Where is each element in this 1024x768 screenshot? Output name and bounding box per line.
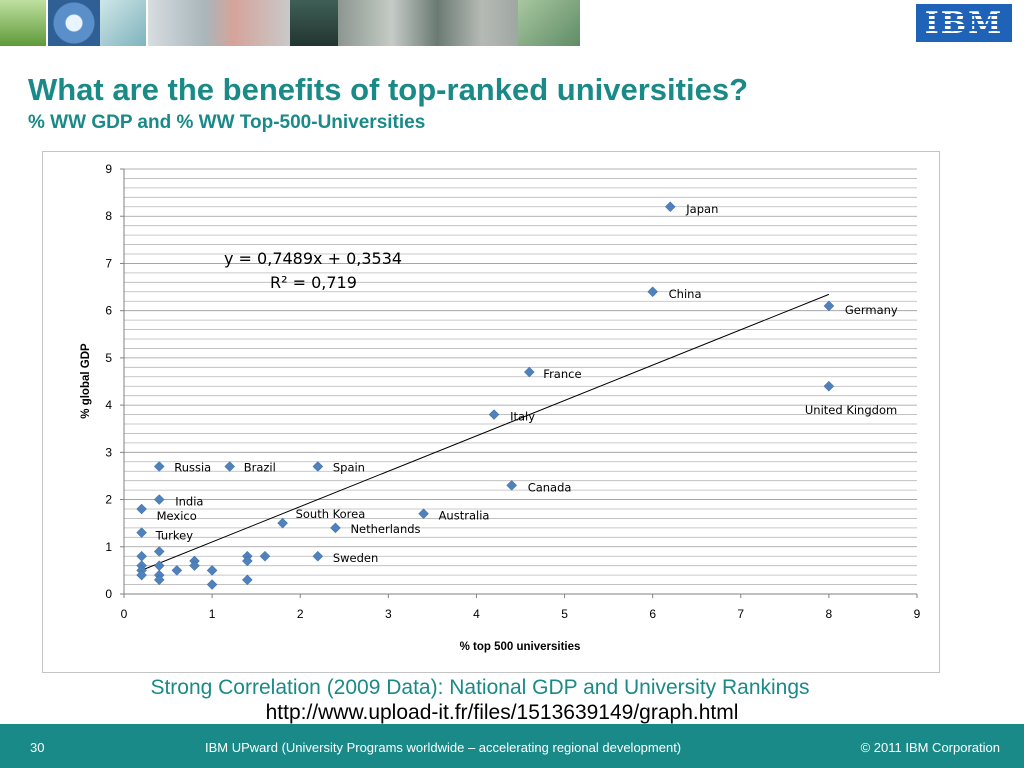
circuit-image <box>100 0 146 46</box>
y-tick-label: 6 <box>105 304 112 318</box>
point-label: Italy <box>510 410 535 424</box>
data-point-marker <box>330 522 341 534</box>
caption: Strong Correlation (2009 Data): National… <box>150 676 810 699</box>
point-label: India <box>175 495 203 509</box>
y-tick-label: 0 <box>105 587 112 601</box>
x-axis-title: % top 500 universities <box>460 641 581 653</box>
data-point-marker <box>823 380 835 392</box>
data-point-marker <box>136 503 147 515</box>
data-point-marker <box>171 565 183 576</box>
data-point-marker <box>206 579 218 590</box>
ibm-logo-text: IBM <box>924 5 1004 41</box>
data-point-marker <box>242 555 253 567</box>
aerial-image <box>338 0 518 46</box>
scatter-chart: 0 1 2 3 4 5 6 7 8 9 0 1 2 3 4 5 6 7 8 9 Japan China Germany Fr… <box>80 162 921 653</box>
data-point-marker <box>189 560 200 572</box>
ibm-logo: IBM <box>916 4 1012 42</box>
data-point-marker <box>259 550 271 562</box>
trendline-equation: y = 0,7489x + 0,3534 <box>224 249 402 268</box>
y-tick-label: 4 <box>105 398 112 412</box>
x-tick-label: 8 <box>826 607 833 621</box>
point-label: Turkey <box>155 529 194 543</box>
data-point-marker <box>312 550 324 562</box>
grid-lines <box>124 168 917 585</box>
data-point-marker <box>136 527 147 538</box>
data-points <box>136 201 835 590</box>
data-point-marker <box>242 574 253 586</box>
data-point-marker <box>823 300 835 312</box>
slide-subtitle: % WW GDP and % WW Top-500-Universities <box>28 112 426 133</box>
axes: 0 1 2 3 4 5 6 7 8 9 0 1 2 3 4 5 6 7 8 9 <box>105 162 920 621</box>
globe-image <box>48 0 100 46</box>
y-tick-label: 5 <box>105 351 112 365</box>
point-label: Germany <box>845 303 898 317</box>
data-point-marker <box>136 550 147 562</box>
point-label: Australia <box>439 509 490 523</box>
data-point-marker <box>418 508 429 520</box>
point-label: Japan <box>685 202 718 216</box>
data-point-marker <box>312 461 324 472</box>
x-tick-label: 0 <box>121 607 128 621</box>
x-tick-label: 5 <box>561 607 568 621</box>
data-point-marker <box>506 480 518 491</box>
trendline-group <box>141 293 830 571</box>
chart-area: 0 1 2 3 4 5 6 7 8 9 0 1 2 3 4 5 6 7 8 9 Japan China Germany Fr… <box>42 151 940 673</box>
data-point-marker <box>647 286 659 298</box>
point-label: France <box>543 367 581 381</box>
tree-image <box>0 0 46 46</box>
r-squared-label: R² = 0,719 <box>270 273 357 292</box>
data-point-marker <box>153 461 165 472</box>
y-tick-label: 1 <box>105 540 112 554</box>
data-point-marker <box>224 461 236 472</box>
city-image <box>290 0 338 46</box>
data-point-marker <box>488 409 500 420</box>
point-label: Russia <box>174 461 211 475</box>
slide-title: What are the benefits of top-ranked univ… <box>28 72 749 107</box>
data-point-marker <box>664 201 676 213</box>
point-label: Brazil <box>244 461 276 475</box>
copyright: © 2011 IBM Corporation <box>860 740 1000 755</box>
point-label: United Kingdom <box>805 403 897 417</box>
x-tick-label: 2 <box>297 607 304 621</box>
point-label: Spain <box>333 461 365 475</box>
x-tick-label: 3 <box>385 607 392 621</box>
building-image <box>148 0 290 46</box>
point-label: South Korea <box>296 507 366 521</box>
y-axis-title: % global GDP <box>80 343 92 419</box>
y-tick-label: 3 <box>105 445 112 459</box>
point-label: Mexico <box>157 509 197 523</box>
trendline <box>141 293 830 571</box>
x-tick-label: 1 <box>209 607 216 621</box>
data-point-marker <box>206 565 218 576</box>
x-tick-label: 9 <box>914 607 921 621</box>
x-tick-label: 4 <box>473 607 480 621</box>
point-label: Sweden <box>333 551 378 565</box>
point-label: Netherlands <box>350 522 420 536</box>
data-point-marker <box>523 366 535 378</box>
data-point-marker <box>277 517 288 529</box>
data-point-marker <box>153 574 165 586</box>
y-tick-label: 2 <box>105 493 112 507</box>
banner: IBM <box>0 0 1024 46</box>
point-label: Canada <box>528 480 572 494</box>
point-label: China <box>669 287 702 301</box>
source-link[interactable]: http://www.upload-it.fr/files/1513639149… <box>265 701 739 724</box>
point-labels: Japan China Germany France United Kingdom Ita… <box>155 202 898 565</box>
data-point-marker <box>136 569 147 581</box>
x-tick-label: 6 <box>649 607 656 621</box>
campus-image <box>518 0 580 46</box>
y-tick-label: 8 <box>105 209 112 223</box>
page-number: 30 <box>30 740 45 755</box>
footer-text: IBM UPward (University Programs worldwid… <box>205 740 682 755</box>
data-point-marker <box>153 494 165 505</box>
data-point-marker <box>153 546 165 557</box>
x-tick-label: 7 <box>737 607 744 621</box>
y-tick-label: 7 <box>105 256 112 270</box>
y-tick-label: 9 <box>105 162 112 176</box>
footer-bar: 30 IBM UPward (University Programs world… <box>0 724 1024 768</box>
